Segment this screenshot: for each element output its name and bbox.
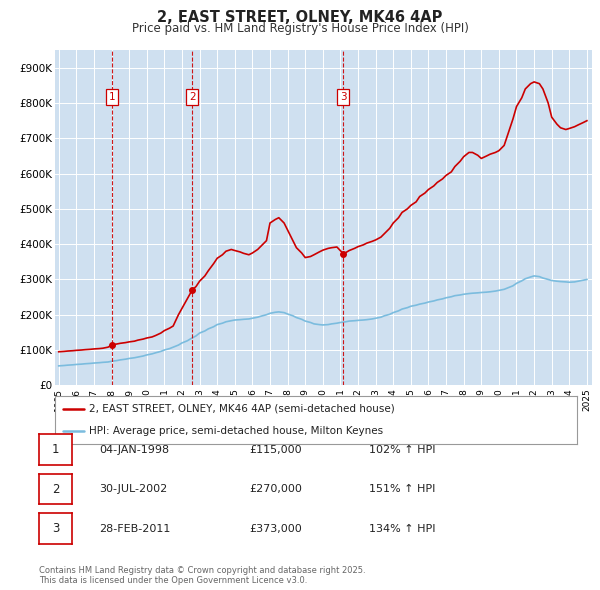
Text: 2, EAST STREET, OLNEY, MK46 4AP (semi-detached house): 2, EAST STREET, OLNEY, MK46 4AP (semi-de… [89, 404, 395, 414]
Text: 2: 2 [189, 92, 196, 102]
Text: HPI: Average price, semi-detached house, Milton Keynes: HPI: Average price, semi-detached house,… [89, 426, 383, 436]
Text: Price paid vs. HM Land Registry's House Price Index (HPI): Price paid vs. HM Land Registry's House … [131, 22, 469, 35]
Text: 04-JAN-1998: 04-JAN-1998 [99, 445, 169, 454]
Text: £270,000: £270,000 [249, 484, 302, 494]
Text: 1: 1 [52, 443, 59, 456]
Text: £115,000: £115,000 [249, 445, 302, 454]
Text: 2, EAST STREET, OLNEY, MK46 4AP: 2, EAST STREET, OLNEY, MK46 4AP [157, 10, 443, 25]
Text: 3: 3 [340, 92, 347, 102]
Text: 151% ↑ HPI: 151% ↑ HPI [369, 484, 436, 494]
Text: 28-FEB-2011: 28-FEB-2011 [99, 524, 170, 533]
Text: Contains HM Land Registry data © Crown copyright and database right 2025.
This d: Contains HM Land Registry data © Crown c… [39, 566, 365, 585]
Text: 134% ↑ HPI: 134% ↑ HPI [369, 524, 436, 533]
Text: 3: 3 [52, 522, 59, 535]
Text: 30-JUL-2002: 30-JUL-2002 [99, 484, 167, 494]
Text: £373,000: £373,000 [249, 524, 302, 533]
Text: 2: 2 [52, 483, 59, 496]
Text: 102% ↑ HPI: 102% ↑ HPI [369, 445, 436, 454]
Text: 1: 1 [109, 92, 116, 102]
